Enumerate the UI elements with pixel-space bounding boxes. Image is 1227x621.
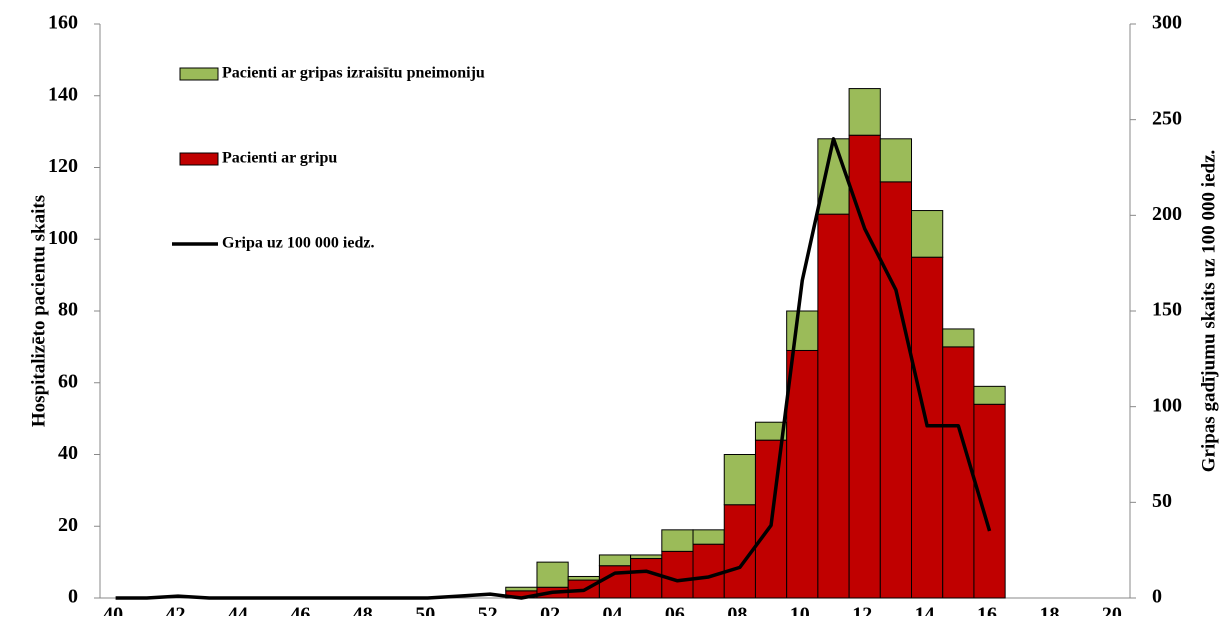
y2-tick-label: 150 [1152,299,1182,321]
x-tick-label: 16. [977,604,1002,616]
bar [817,213,850,599]
y-tick-label: 60 [58,370,78,392]
x-tick-label: 14. [915,604,940,616]
legend-swatch [179,152,219,166]
y2-axis-title: Gripas gadījumu skaits uz 100 000 iedz. [1198,150,1219,473]
y-axis-title: Hospitalizēto pacientu skaits [28,195,49,427]
bar [786,310,819,351]
bar [630,554,663,560]
bar [942,346,975,599]
x-tick-label: 12. [852,604,877,616]
bar [973,385,1006,405]
bar [911,210,944,258]
bar [505,586,538,592]
x-tick-label: 02. [540,604,565,616]
x-tick-label: 18. [1039,604,1064,616]
bar [598,565,632,599]
bar [911,256,944,599]
x-tick-label: 40. [103,604,128,616]
y-tick-label: 140 [48,83,78,105]
x-tick-label: 20. [1102,604,1127,616]
bar [598,554,632,567]
y-tick-label: 160 [48,12,78,34]
y2-tick-label: 250 [1152,107,1182,129]
y2-tick-label: 200 [1152,203,1182,225]
x-tick-label: 52. [478,604,503,616]
legend-label: Gripa uz 100 000 iedz. [222,235,374,252]
bar [879,138,913,183]
bar [536,561,569,588]
x-tick-label: 42. [166,604,191,616]
y2-tick-label: 50 [1152,490,1172,512]
y-tick-label: 0 [68,586,78,608]
bar [879,181,913,599]
y-tick-label: 100 [48,227,78,249]
y-tick-label: 120 [48,155,78,177]
bar [661,529,694,552]
legend: Pacienti ar gripas izraisītu pneimoniju P… [172,65,485,252]
x-tick-label: 10. [790,604,815,616]
y2-tick-label: 300 [1152,12,1182,34]
bar [661,550,694,599]
bar [973,403,1006,599]
y2-tick-label: 100 [1152,394,1182,416]
x-tick-label: 46. [290,604,315,616]
line [115,137,992,600]
bar [692,543,725,599]
legend-label: Pacienti ar gripu [222,150,337,167]
legend-swatch [179,67,219,81]
x-tick-label: 04. [603,604,628,616]
x-tick-label: 50. [415,604,440,616]
bar [786,349,819,599]
x-tick-label: 06. [665,604,690,616]
bar [817,138,850,215]
legend-label: Pacienti ar gripas izraisītu pneimoniju [222,65,485,82]
y2-tick-label: 0 [1152,586,1162,608]
bar [848,134,881,599]
bar [692,529,725,545]
x-tick-label: 08. [727,604,752,616]
y-tick-label: 80 [58,299,78,321]
bar [723,454,756,506]
bar [630,558,663,599]
x-tick-label: 44. [228,604,253,616]
bar [567,575,600,581]
bar [848,88,881,136]
bar [942,328,975,348]
y-tick-label: 40 [58,442,78,464]
x-tick-label: 48. [353,604,378,616]
y-tick-label: 20 [58,514,78,536]
